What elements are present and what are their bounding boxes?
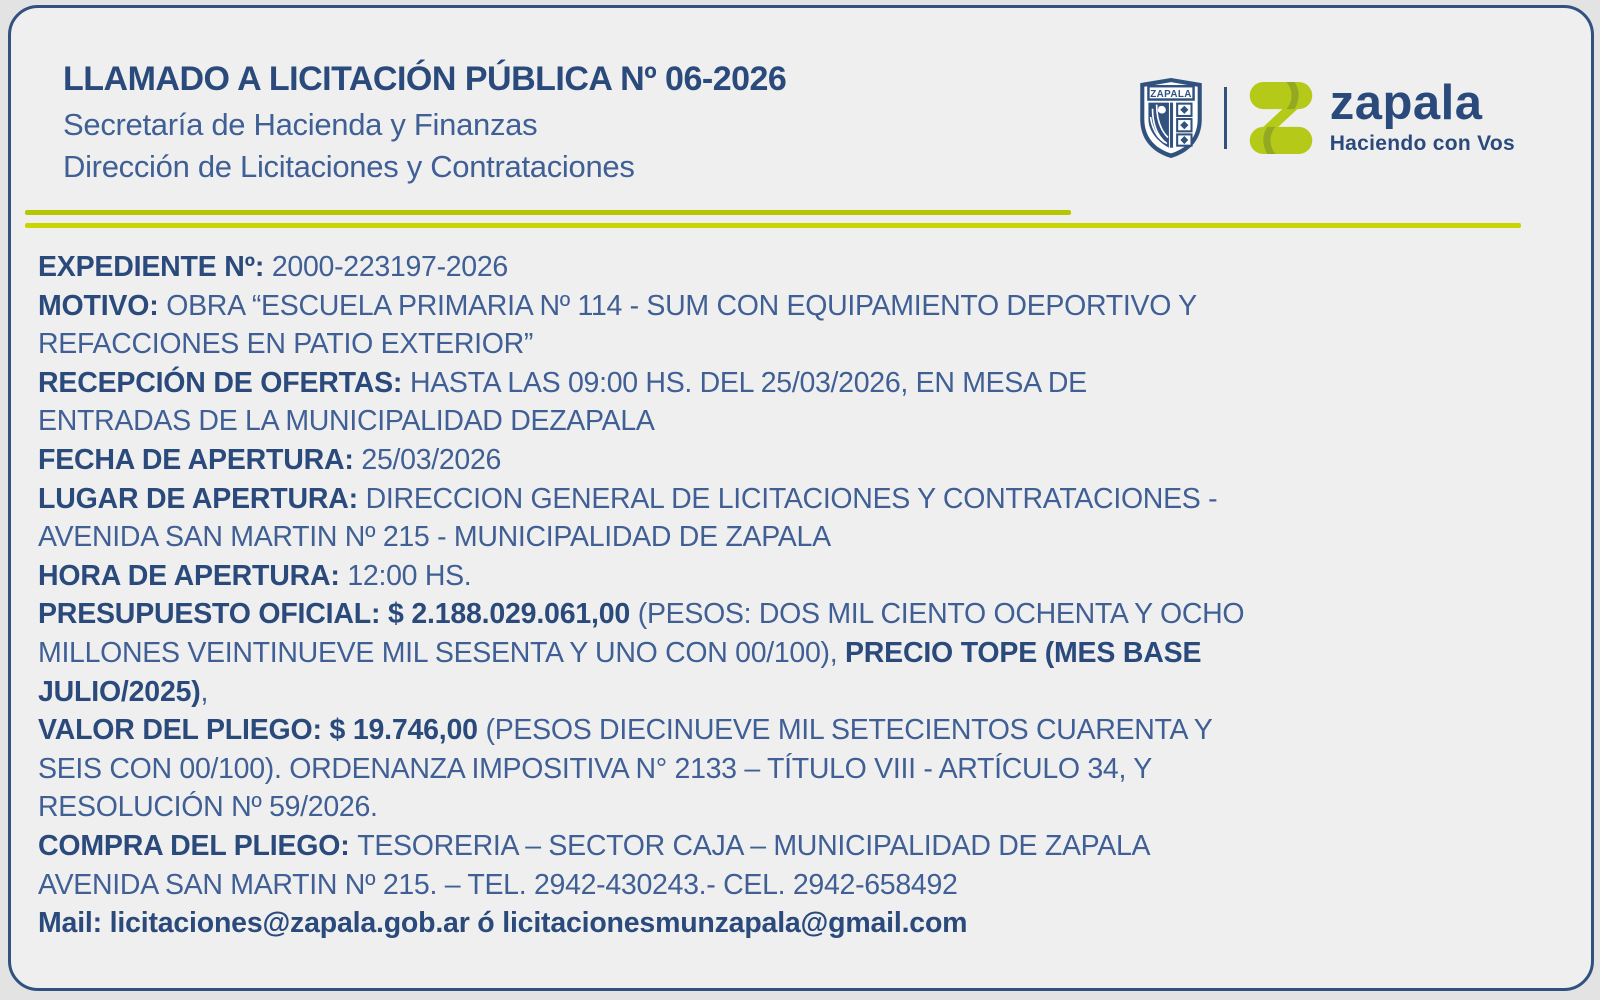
body-line: RESOLUCIÓN Nº 59/2026. xyxy=(38,788,1244,827)
body-line: HORA DE APERTURA: 12:00 HS. xyxy=(38,557,1244,596)
body-segment-bold: PRECIO TOPE (MES BASE xyxy=(844,636,1202,669)
body-segment: , xyxy=(200,675,209,708)
body-line: AVENIDA SAN MARTIN Nº 215 - MUNICIPALIDA… xyxy=(38,518,1244,557)
shield-banner-text: ZAPALA xyxy=(1150,89,1192,100)
body-segment: OBRA “ESCUELA PRIMARIA Nº 114 - SUM CON … xyxy=(166,289,1197,322)
body-line: AVENIDA SAN MARTIN Nº 215. – TEL. 2942-4… xyxy=(38,866,1244,905)
logo-wordmark-block: zapala Haciendo con Vos xyxy=(1329,75,1515,156)
body-segment-bold: VALOR DEL PLIEGO: $ 19.746,00 xyxy=(38,714,486,747)
body-segment: TESORERIA – SECTOR CAJA – MUNICIPALIDAD … xyxy=(357,829,1151,862)
body-segment: AVENIDA SAN MARTIN Nº 215. – TEL. 2942-4… xyxy=(38,868,958,901)
body-segment-bold: JULIO/2025) xyxy=(38,675,201,708)
body-segment: MILLONES VEINTINUEVE MIL SESENTA Y UNO C… xyxy=(38,636,845,669)
body-segment: HASTA LAS 09:00 HS. DEL 25/03/2026, EN M… xyxy=(409,366,1087,399)
body-line: REFACCIONES EN PATIO EXTERIOR” xyxy=(38,325,1244,364)
body-segment-bold: RECEPCIÓN DE OFERTAS: xyxy=(38,366,410,399)
body-line: Mail: licitaciones@zapala.gob.ar ó licit… xyxy=(38,904,1244,943)
body-segment: DIRECCION GENERAL DE LICITACIONES Y CONT… xyxy=(365,482,1218,515)
header-subtitle-secretaria: Secretaría de Hacienda y Finanzas xyxy=(63,107,538,142)
body-line: VALOR DEL PLIEGO: $ 19.746,00 (PESOS DIE… xyxy=(38,711,1244,750)
body-line: RECEPCIÓN DE OFERTAS: HASTA LAS 09:00 HS… xyxy=(38,364,1244,403)
body-line: EXPEDIENTE Nº: 2000-223197-2026 xyxy=(38,248,1244,287)
body-segment: ENTRADAS DE LA MUNICIPALIDAD DEZAPALA xyxy=(38,405,655,438)
body-segment-bold: EXPEDIENTE Nº: xyxy=(38,251,272,283)
body-line: JULIO/2025), xyxy=(38,673,1244,712)
zapala-shield-icon: ZAPALA xyxy=(1139,78,1202,158)
announcement-body: EXPEDIENTE Nº: 2000-223197-2026 MOTIVO: O… xyxy=(38,248,1245,943)
body-segment-bold: LUGAR DE APERTURA: xyxy=(38,482,366,515)
body-segment-bold: COMPRA DEL PLIEGO: xyxy=(38,829,358,862)
header: LLAMADO A LICITACIÓN PÚBLICA Nº 06-2026 … xyxy=(63,60,787,184)
body-segment: (PESOS DIECINUEVE MIL SETECIENTOS CUAREN… xyxy=(485,714,1213,747)
logo-divider xyxy=(1223,87,1227,149)
body-segment: (PESOS: DOS MIL CIENTO OCHENTA Y OCHO xyxy=(637,598,1245,631)
body-segment: RESOLUCIÓN Nº 59/2026. xyxy=(38,791,378,824)
body-line: ENTRADAS DE LA MUNICIPALIDAD DEZAPALA xyxy=(38,402,1244,441)
body-segment: AVENIDA SAN MARTIN Nº 215 - MUNICIPALIDA… xyxy=(38,521,831,554)
body-line: FECHA DE APERTURA: 25/03/2026 xyxy=(38,441,1244,480)
logo-tagline: Haciendo con Vos xyxy=(1329,131,1515,155)
body-line: MILLONES VEINTINUEVE MIL SESENTA Y UNO C… xyxy=(38,634,1244,673)
body-line: PRESUPUESTO OFICIAL: $ 2.188.029.061,00 … xyxy=(38,595,1245,634)
zapala-z-icon xyxy=(1249,81,1312,155)
body-segment: 25/03/2026 xyxy=(361,443,502,476)
body-line: COMPRA DEL PLIEGO: TESORERIA – SECTOR CA… xyxy=(38,827,1244,866)
zapala-logo: ZAPALA zapala Haciendo c xyxy=(1138,78,1515,158)
body-line: SEIS CON 00/100). ORDENANZA IMPOSITIVA N… xyxy=(38,750,1244,789)
body-segment-bold: Mail: licitaciones@zapala.gob.ar ó licit… xyxy=(38,907,968,940)
body-segment-bold: FECHA DE APERTURA: xyxy=(38,443,362,476)
body-segment: 12:00 HS. xyxy=(347,559,472,592)
body-segment-bold: MOTIVO: xyxy=(38,289,167,322)
body-segment: REFACCIONES EN PATIO EXTERIOR” xyxy=(38,328,534,361)
body-segment-bold: PRESUPUESTO OFICIAL: $ 2.188.029.061,00 xyxy=(38,598,638,631)
body-segment: SEIS CON 00/100). ORDENANZA IMPOSITIVA N… xyxy=(38,752,1152,785)
separator-line-short xyxy=(25,210,1071,215)
body-line: MOTIVO: OBRA “ESCUELA PRIMARIA Nº 114 - … xyxy=(38,287,1244,326)
body-line: LUGAR DE APERTURA: DIRECCION GENERAL DE … xyxy=(38,480,1244,519)
tender-announcement-card: LLAMADO A LICITACIÓN PÚBLICA Nº 06-2026 … xyxy=(8,5,1594,991)
page-title: LLAMADO A LICITACIÓN PÚBLICA Nº 06-2026 xyxy=(63,60,787,98)
logo-wordmark: zapala xyxy=(1329,75,1483,130)
header-subtitle-direccion: Dirección de Licitaciones y Contratacion… xyxy=(63,149,635,184)
body-segment: 2000-223197-2026 xyxy=(271,251,508,283)
body-segment-bold: HORA DE APERTURA: xyxy=(38,559,348,592)
separator-line-long xyxy=(25,223,1521,228)
